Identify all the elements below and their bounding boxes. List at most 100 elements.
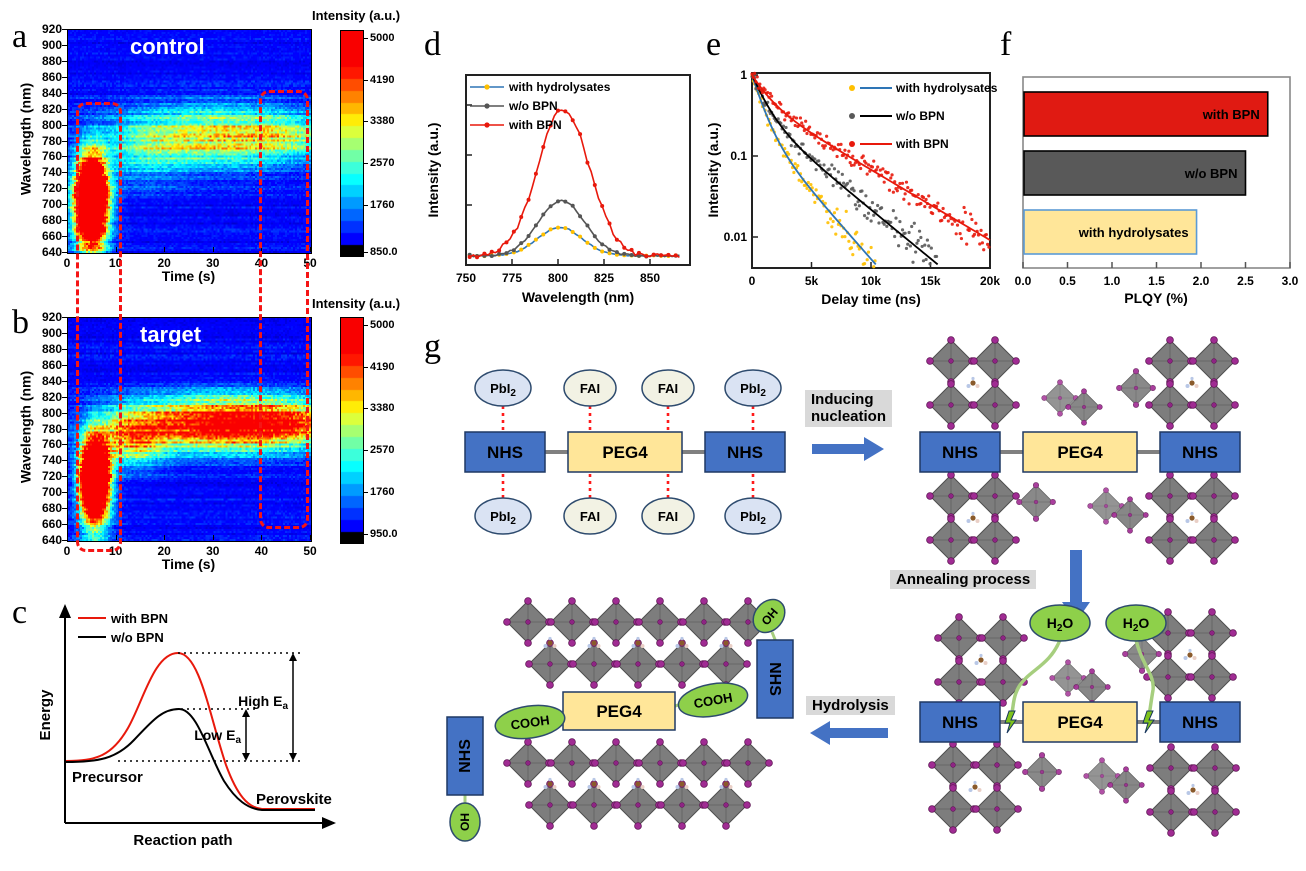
tick-mark <box>62 476 67 478</box>
svg-text:10k: 10k <box>861 274 881 288</box>
fai-ellipse: FAI <box>563 497 617 535</box>
a-wavelength-tick: 640 <box>41 245 62 259</box>
h2o-ellipse: H2O <box>1105 604 1167 642</box>
pbi2-ellipse: PbI2 <box>724 369 782 407</box>
hydrolysis-label: Hydrolysis <box>806 696 895 716</box>
colorbar-tick <box>363 491 368 493</box>
tick-mark <box>310 535 311 540</box>
fai-ellipse: FAI <box>641 369 695 407</box>
nhs-box <box>1159 431 1241 473</box>
tick-mark <box>310 247 311 252</box>
early-stage-annotation-box <box>76 102 122 552</box>
svg-text:2.5: 2.5 <box>1237 274 1254 288</box>
late-stage-annotation-box <box>259 90 309 529</box>
colorbar-tick-label: 5000 <box>370 318 395 331</box>
svg-text:Intensity (a.u.): Intensity (a.u.) <box>425 123 441 218</box>
colorbar-tick <box>363 450 368 452</box>
colorbar-tick <box>363 251 368 253</box>
svg-text:FAI: FAI <box>658 381 678 396</box>
tick-mark <box>62 460 67 462</box>
tick-mark <box>62 317 67 318</box>
svg-text:0.1: 0.1 <box>730 149 747 163</box>
tick-mark <box>62 220 67 222</box>
peg4-label: PEG4 <box>1057 443 1103 462</box>
tick-mark <box>62 124 67 126</box>
peg4-box <box>562 691 676 731</box>
a-wavelength-tick: 660 <box>41 517 62 532</box>
nhs-label: NHS <box>1182 443 1218 462</box>
panel-c-letter: c <box>12 594 28 631</box>
tick-mark <box>212 535 214 540</box>
b-x-axis-label: Time (s) <box>161 556 216 572</box>
panel-f-plqy-bars: 0.0 0.5 1.0 1.5 2.0 2.5 3.0 PLQY (%) with BPN w/o… <box>1015 76 1299 306</box>
panel-e-letter: e <box>706 26 722 63</box>
tick-mark <box>67 535 68 540</box>
tick-mark <box>62 140 67 142</box>
colorbar-tick <box>363 163 368 165</box>
h2o-attack-path <box>1134 639 1155 717</box>
a-wavelength-tick: 880 <box>41 53 62 68</box>
a-y-axis-label: Wavelength (nm) <box>17 82 34 196</box>
svg-text:H2O: H2O <box>1047 615 1074 634</box>
nhs-label: NHS <box>942 713 978 732</box>
svg-text:0: 0 <box>749 274 756 288</box>
tick-mark <box>62 29 67 30</box>
svg-text:OH: OH <box>458 813 472 831</box>
nhs-label: NHS <box>457 739 474 773</box>
tick-mark <box>62 60 67 62</box>
time-tick: 40 <box>254 544 269 558</box>
svg-text:800: 800 <box>548 271 568 285</box>
svg-text:Wavelength (nm): Wavelength (nm) <box>522 289 634 305</box>
peg4-box <box>567 431 683 473</box>
tick-mark <box>62 332 67 334</box>
a-wavelength-tick: 700 <box>41 197 62 212</box>
pbi2-ellipse: PbI2 <box>474 497 532 535</box>
svg-text:FAI: FAI <box>658 509 678 524</box>
tick-mark <box>62 524 67 526</box>
time-tick: 30 <box>206 256 220 270</box>
colorbar-tick-label: 1760 <box>370 485 395 498</box>
annealing-process-label: Annealing process <box>890 570 1037 590</box>
heatmap-control <box>67 29 312 254</box>
a-colorbar-title: Intensity (a.u.) <box>312 8 401 23</box>
a-wavelength-tick: 780 <box>41 421 62 436</box>
tick-mark <box>62 364 67 366</box>
svg-text:w/o BPN: w/o BPN <box>508 99 558 113</box>
nhs-box <box>704 431 786 473</box>
heatmap-target-title: target <box>140 322 202 347</box>
c-perovskite-label: Perovskite <box>256 791 332 808</box>
colorbar-tick <box>363 121 368 123</box>
panel-ab-heatmaps: a control Wavelength (nm) Time (s) Inten… <box>0 0 412 585</box>
colorbar-tick-label: 4190 <box>370 360 395 373</box>
a-wavelength-tick: 900 <box>41 37 62 52</box>
heatmap-control-title: control <box>130 34 205 59</box>
a-wavelength-tick: 920 <box>41 22 62 36</box>
h2o-attack-path <box>1009 639 1062 717</box>
tick-mark <box>62 44 67 46</box>
c-y-axis-label: Energy <box>37 689 54 741</box>
svg-text:COOH: COOH <box>510 712 551 732</box>
nhs-label: NHS <box>766 662 783 696</box>
a-wavelength-tick: 840 <box>41 85 62 100</box>
peg4-label: PEG4 <box>596 702 642 721</box>
nhs-box <box>919 701 1001 743</box>
colorbar-tick-label: 850.0 <box>370 245 398 258</box>
nhs-box-vertical <box>446 716 484 796</box>
svg-text:PLQY (%): PLQY (%) <box>1124 290 1188 306</box>
a-wavelength-tick: 860 <box>41 357 62 372</box>
tick-mark <box>62 76 67 78</box>
colorbar-tick <box>363 408 368 410</box>
colorbar-tick-label: 2570 <box>370 444 395 457</box>
a-wavelength-tick: 780 <box>41 133 62 148</box>
svg-text:with hydrolysates: with hydrolysates <box>508 80 611 94</box>
colorbar-tick <box>363 324 368 326</box>
peg4-box <box>1022 431 1138 473</box>
panel-f-letter: f <box>1000 26 1012 63</box>
svg-text:with hydrolysates: with hydrolysates <box>1078 225 1189 240</box>
colorbar-tick-label: 3380 <box>370 115 395 128</box>
a-wavelength-tick: 840 <box>41 373 62 388</box>
panel-g-mechanism: NHS PEG4 NHS PbI2 FAI FAI <box>420 320 1306 871</box>
a-wavelength-tick: 920 <box>41 310 62 324</box>
tick-mark <box>212 247 214 252</box>
peg4-label: PEG4 <box>1057 713 1103 732</box>
